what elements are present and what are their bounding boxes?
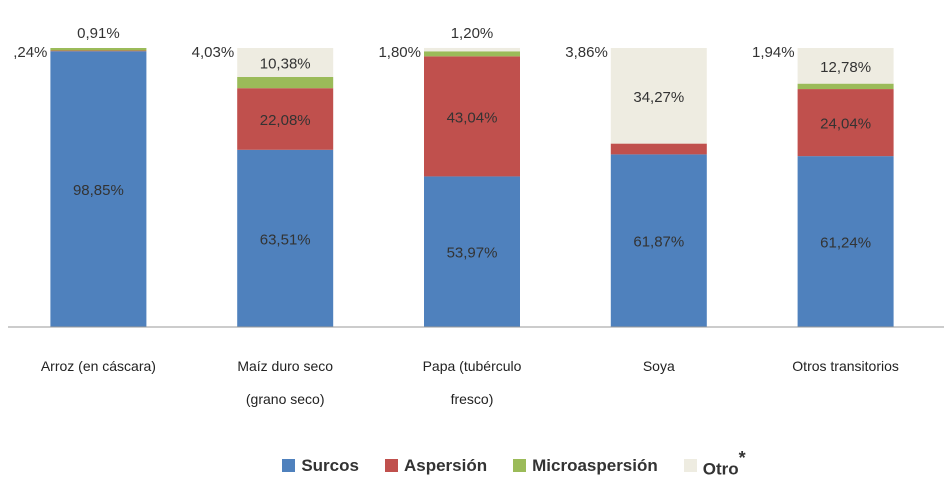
bar-segment: [237, 149, 334, 327]
data-label: 61,24%: [820, 235, 871, 252]
bar-segment: [797, 156, 894, 327]
data-label: 22,08%: [260, 112, 311, 129]
data-label: 61,87%: [633, 234, 684, 251]
data-label: 43,04%: [447, 109, 498, 126]
bar-segment: [50, 50, 147, 52]
x-tick-label: Maíz duro seco (grano seco): [237, 358, 334, 407]
bar-segment: [610, 143, 707, 155]
data-label: 34,27%: [633, 89, 684, 106]
bar-segment: [610, 48, 707, 144]
data-label: 3,86%: [565, 44, 608, 61]
legend-item: Aspersión: [384, 452, 488, 477]
legend-label: Otro*: [702, 448, 746, 477]
legend-label: Aspersión: [403, 455, 488, 475]
bar-segment: [237, 88, 334, 150]
data-label: 12,78%: [820, 59, 871, 76]
data-label: 4,03%: [192, 44, 235, 61]
data-label: 1,94%: [752, 44, 795, 61]
legend-footnote: *: [738, 448, 746, 468]
x-tick-label: Otros transitorios: [792, 358, 899, 374]
legend-label: Microaspersión: [532, 455, 658, 475]
data-label: 53,97%: [447, 245, 498, 262]
x-tick-label: Arroz (en cáscara): [40, 358, 156, 374]
x-tick-label: Papa (tubérculo fresco): [422, 358, 522, 407]
data-label: 63,51%: [260, 231, 311, 248]
data-label: ,24%: [13, 44, 47, 61]
legend-item: Microaspersión: [513, 452, 658, 477]
data-label: 0,91%: [77, 25, 120, 42]
bar-segment: [797, 48, 894, 84]
bar-segment: [50, 48, 147, 51]
legend-label: Surcos: [301, 455, 359, 475]
bar-segment: [424, 56, 520, 177]
bar-segment: [610, 154, 707, 327]
legend-item: Surcos: [282, 452, 359, 477]
bar-segment: [237, 48, 334, 77]
bar-segment: [424, 176, 520, 327]
data-label: 10,38%: [260, 55, 311, 72]
data-label: 24,04%: [820, 116, 871, 133]
x-tick-label: Soya: [642, 358, 675, 374]
bar-segment: [50, 51, 147, 328]
bar-segment: [797, 83, 894, 90]
data-label: 1,80%: [378, 44, 421, 61]
data-label: 98,85%: [73, 182, 124, 199]
legend-swatch: [282, 459, 296, 473]
legend: Surcos Aspersión Microaspersión Otro*: [0, 448, 944, 477]
legend-item: Otro*: [683, 448, 746, 477]
data-label: 1,20%: [451, 25, 494, 42]
bar-segment: [237, 76, 334, 89]
bar-segment: [424, 47, 520, 52]
legend-swatch: [683, 459, 697, 473]
bar-segment: [797, 89, 894, 157]
bar-segment: [424, 51, 520, 57]
legend-swatch: [513, 459, 527, 473]
legend-swatch: [384, 459, 398, 473]
